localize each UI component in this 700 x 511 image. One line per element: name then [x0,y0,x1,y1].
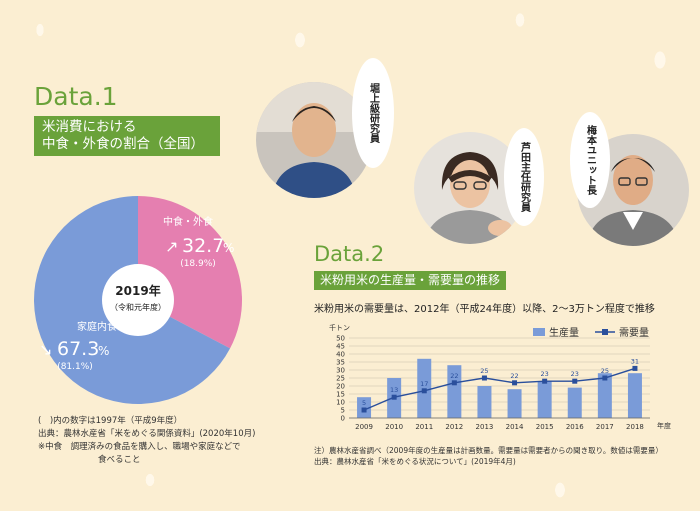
pie-center-circle [102,264,174,336]
note-line: ※中食 調理済みの食品を購入し、職場や家庭などで [38,442,241,452]
point-demand-2017 [602,375,608,381]
x-tick-label: 2012 [445,423,463,431]
y-tick-label: 0 [341,415,345,423]
bar-production-2012 [447,365,462,418]
slice-name-nakashoku: 中食・外食 [163,215,213,228]
y-tick-label: 5 [341,407,345,415]
data1-notes: ( )内の数字は1997年（平成9年度） 出典：農林水産省「米をめぐる関係資料」… [38,415,268,467]
data2-notes: 注）農林水産省調べ（2009年度の生産量は計画数量。需要量は需要者からの聞き取り… [314,445,694,467]
y-tick-label: 40 [336,351,345,359]
x-tick-label: 2016 [566,423,584,431]
person-name: 堀上級研究員 [367,83,379,143]
x-tick-label: 2013 [476,423,494,431]
note-line: 出典：農林水産省「米をめぐる関係資料」(2020年10月) [38,429,256,439]
slice-value-nakashoku: 32.7 [182,235,224,257]
y-tick-label: 30 [336,367,345,375]
point-demand-2011 [421,388,427,394]
slice-prev-katei: (81.1%) [57,362,93,372]
point-demand-2014 [512,380,518,386]
point-demand-2013 [481,375,487,381]
data-label-demand-2017: 25 [601,367,609,375]
data-label-demand-2013: 25 [480,367,488,375]
note-line: 出典：農林水産省「米をめぐる状況について」(2019年4月) [314,457,516,466]
data-label-demand-2015: 23 [541,370,549,378]
data1-title-line2: 中食・外食の割合（全国） [42,136,204,152]
x-axis-label: 年度 [657,421,671,430]
name-tag-umemoto: 梅本ユニット長 [570,112,610,208]
bar-production-2018 [627,373,642,418]
x-tick-label: 2014 [506,423,524,431]
y-tick-label: 35 [336,359,345,367]
point-demand-2016 [572,378,578,384]
pie-chart: 2019年 （令和元年度） 中食・外食 ↗ 32.7 % (18.9%) 家庭内… [34,196,243,404]
person-name: 芦田主任研究員 [518,142,530,212]
y-tick-label: 15 [336,391,345,399]
y-tick-label: 10 [336,399,345,407]
arrow-up-icon: ↗ [165,237,178,256]
y-tick-label: 45 [336,343,345,351]
x-tick-label: 2011 [415,423,433,431]
data2-label: Data.2 [314,242,385,266]
legend-swatch-production [533,328,545,336]
data1-title: 米消費における 中食・外食の割合（全国） [34,116,220,156]
note-line: ( )内の数字は1997年（平成9年度） [38,416,183,426]
data1-title-line1: 米消費における [42,119,137,135]
note-line: 食べること [98,455,141,465]
y-tick-label: 25 [336,375,345,383]
slice-unit-nakashoku: % [223,241,234,255]
point-demand-2009 [361,407,367,413]
bar-production-2017 [597,373,612,418]
data2-subtitle: 米粉用米の需要量は、2012年（平成24年度）以降、2〜3万トン程度で推移 [314,304,655,315]
data-label-demand-2018: 31 [631,357,639,365]
slice-value-katei: 67.3 [57,338,99,360]
name-tag-hori: 堀上級研究員 [352,58,394,168]
point-demand-2010 [391,394,397,400]
data-label-demand-2012: 22 [450,372,458,380]
legend-label-demand: 需要量 [619,327,649,339]
bar-production-2015 [537,381,552,418]
legend-marker-demand [602,329,608,335]
person-name: 梅本ユニット長 [584,125,596,195]
x-tick-label: 2017 [596,423,614,431]
x-tick-label: 2009 [355,423,373,431]
slice-prev-nakashoku: (18.9%) [180,259,216,269]
data-label-demand-2014: 22 [510,372,518,380]
bar-production-2016 [567,387,582,418]
x-tick-label: 2018 [626,423,644,431]
y-axis-label: 千トン [329,323,350,332]
name-tag-ashida: 芦田主任研究員 [504,128,544,226]
x-tick-label: 2010 [385,423,403,431]
bar-production-2014 [507,389,522,418]
pie-center-year: 2019年 [115,283,160,298]
data-label-demand-2009: 5 [362,399,366,407]
point-demand-2018 [632,365,638,371]
y-tick-label: 50 [336,335,345,343]
data-label-demand-2016: 23 [571,370,579,378]
data-label-demand-2011: 17 [420,380,428,388]
point-demand-2015 [542,378,548,384]
slice-unit-katei: % [98,344,109,358]
legend-label-production: 生産量 [549,326,579,339]
y-tick-label: 20 [336,383,345,391]
pie-center-era: （令和元年度） [110,302,166,312]
slice-name-katei: 家庭内食 [77,320,117,333]
data2-title: 米粉用米の生産量・需要量の推移 [314,271,507,290]
data-label-demand-2010: 13 [390,386,398,394]
note-line: 注）農林水産省調べ（2009年度の生産量は計画数量。需要量は需要者からの聞き取り… [314,446,663,455]
data1-label: Data.1 [34,82,118,111]
point-demand-2012 [451,380,457,386]
arrow-down-icon: ↘ [39,340,52,359]
bar-production-2013 [477,386,492,418]
line-demand [363,367,636,411]
x-tick-label: 2015 [536,423,554,431]
